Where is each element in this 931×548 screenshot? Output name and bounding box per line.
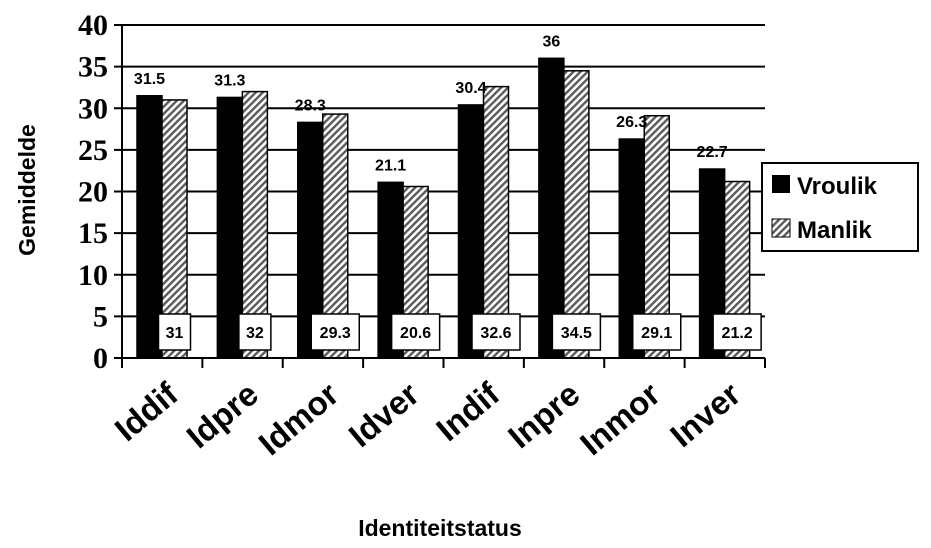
data-label-box (310, 313, 360, 351)
data-labels: 31.5 31.3 28.3 21.1 30.4 36 26.3 22.7 31 32 29.3 20… (134, 33, 762, 351)
x-tick-label: Iddif (108, 374, 186, 448)
data-label-manlik: 32 (246, 325, 264, 342)
x-tick-label: Idmor (251, 375, 345, 462)
bars (136, 57, 751, 359)
legend-label-vroulik: Vroulik (797, 173, 878, 200)
y-tick-label: 20 (78, 176, 108, 209)
data-label-box (632, 313, 682, 351)
y-tick-label: 30 (78, 92, 108, 125)
x-tick-label: Inmor (573, 375, 667, 462)
data-label-vroulik: 31.5 (134, 71, 165, 88)
data-label-vroulik: 28.3 (295, 97, 326, 114)
x-tick-label: Inpre (501, 375, 587, 455)
x-tick-label: Indif (429, 374, 507, 448)
legend-swatch-manlik (771, 218, 791, 238)
data-label-manlik: 29.3 (320, 325, 351, 342)
data-label-vroulik: 21.1 (375, 157, 406, 174)
data-label-vroulik: 36 (542, 33, 560, 50)
y-tick-label: 40 (78, 9, 108, 42)
legend-label-manlik: Manlik (797, 217, 872, 244)
x-tick-label: Idver (342, 375, 426, 454)
legend-swatch-vroulik (772, 175, 790, 193)
data-label-manlik: 31 (166, 325, 184, 342)
data-label-box (238, 313, 272, 351)
data-label-vroulik: 30.4 (455, 80, 486, 97)
y-tick-label: 10 (78, 259, 108, 292)
y-tick-label: 0 (93, 342, 108, 375)
legend: Vroulik Manlik (761, 162, 919, 252)
y-tick-label: 5 (93, 300, 108, 333)
data-label-vroulik: 26.3 (616, 114, 647, 131)
data-label-manlik: 29.1 (641, 325, 672, 342)
data-label-manlik: 34.5 (561, 325, 592, 342)
y-tick-label: 15 (78, 217, 108, 250)
y-axis-title: Gemiddelde (14, 124, 40, 256)
x-axis-title: Identiteitstatus (358, 515, 522, 541)
data-label-manlik: 21.2 (722, 325, 753, 342)
data-label-vroulik: 31.3 (214, 72, 245, 89)
data-label-manlik: 20.6 (400, 325, 431, 342)
data-label-manlik: 32.6 (480, 325, 511, 342)
x-tick-label: Idpre (179, 375, 265, 455)
y-tick-label: 25 (78, 134, 108, 167)
x-tick-label: Inver (663, 375, 747, 454)
y-tick-label: 35 (78, 51, 108, 84)
data-label-box (390, 313, 441, 351)
data-label-box (471, 313, 521, 351)
data-label-vroulik: 22.7 (697, 144, 728, 161)
data-label-box (712, 313, 762, 351)
data-label-box (551, 313, 602, 351)
data-label-box (157, 313, 192, 351)
bar-vroulik-inpre (538, 57, 565, 359)
